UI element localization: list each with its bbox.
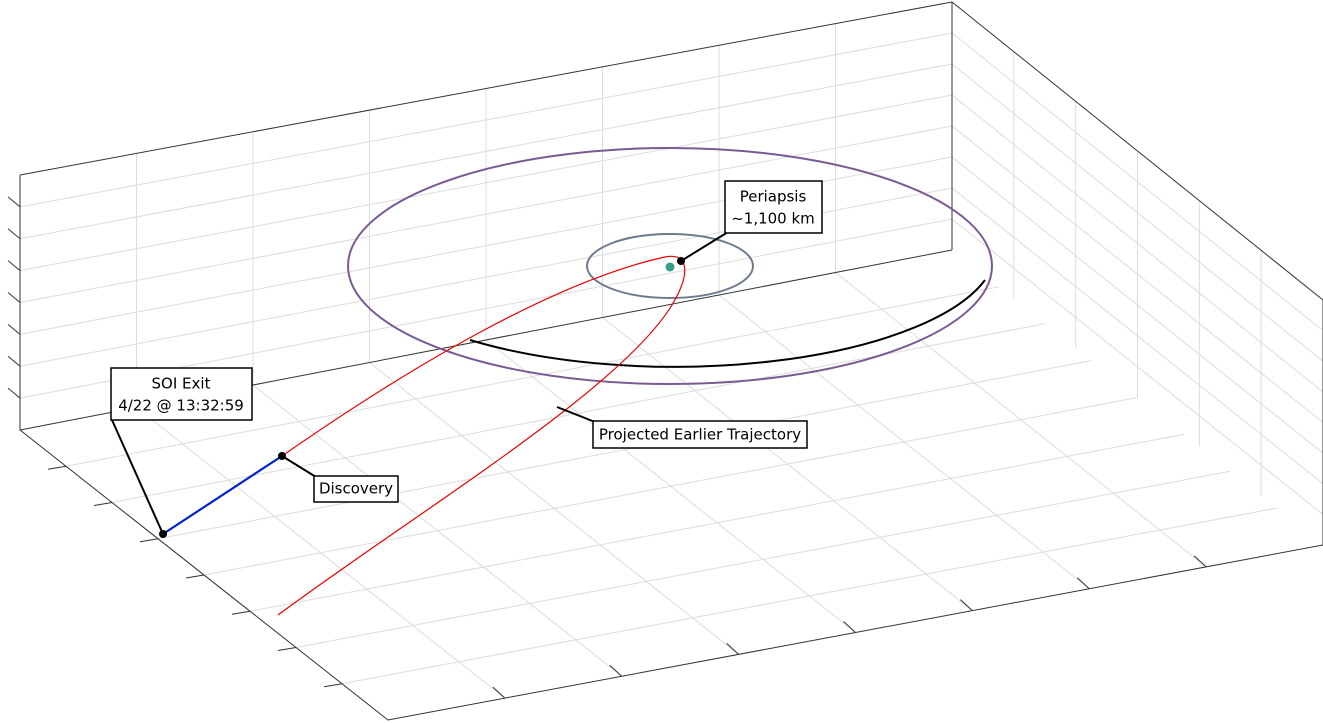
grid-line (157, 360, 1092, 540)
tick-mark (7, 292, 21, 303)
tick-mark (609, 664, 623, 677)
observed-segment (162, 455, 283, 535)
orbit-front (469, 279, 986, 368)
grid-line (951, 187, 1323, 485)
grid-line (341, 507, 1277, 685)
grid-line (951, 125, 1323, 423)
label-text: Projected Earlier Trajectory (599, 426, 801, 444)
label-box (592, 420, 808, 449)
tick-mark (7, 355, 21, 367)
trajectory (277, 255, 686, 616)
tick-mark (139, 538, 159, 543)
label-text: Discovery (319, 480, 393, 498)
tick-mark (7, 228, 21, 240)
tick-mark (277, 647, 297, 651)
outer-orbit (347, 147, 993, 385)
grid-line (203, 397, 1138, 576)
grid-line (65, 286, 999, 467)
tick-mark (93, 502, 113, 506)
tick-mark (960, 599, 973, 611)
tick-mark (843, 621, 856, 633)
tick-mark (231, 610, 251, 615)
tick-mark (7, 260, 21, 272)
label-text: 4/22 @ 13:32:59 (118, 397, 244, 415)
grid-line (951, 156, 1323, 454)
grid-line (19, 94, 953, 272)
tick-mark (7, 323, 21, 335)
soi-exit-point (159, 530, 167, 538)
tick-mark (185, 574, 205, 579)
grid-line (951, 63, 1323, 362)
label-box (724, 180, 823, 234)
leader-line (111, 419, 164, 535)
leader-line (281, 455, 317, 478)
label-text: ~1,100 km (731, 210, 815, 228)
tick-mark (1193, 555, 1207, 568)
label-box (110, 367, 253, 421)
axes-grid (19, 23, 1323, 699)
axis-edge (951, 1, 1323, 301)
leader-line (680, 231, 729, 262)
tick-mark (7, 387, 21, 399)
tick-mark (1076, 577, 1090, 590)
tick-mark (323, 683, 343, 688)
grid-line (19, 125, 953, 303)
tick-mark (726, 643, 739, 655)
grid-line (249, 433, 1184, 612)
grid-line (295, 470, 1231, 648)
tick-mark (492, 686, 506, 699)
leader-line (556, 406, 596, 423)
grid-line (19, 32, 953, 208)
grid-line (951, 218, 1323, 515)
tick-mark (47, 465, 67, 470)
body (665, 262, 675, 272)
label-text: Periapsis (740, 188, 807, 206)
grid-line (951, 94, 1323, 393)
inner-orbit (586, 233, 754, 299)
periapsis-point (677, 257, 685, 265)
tick-mark (7, 196, 21, 208)
axis-ticks (7, 196, 1207, 699)
grid-line (951, 32, 1323, 332)
label-box (313, 475, 399, 503)
label-text: SOI Exit (152, 375, 211, 393)
grid-line (111, 323, 1045, 503)
axis-edge (19, 1, 953, 176)
grid-line (19, 63, 953, 240)
discovery-point (278, 452, 286, 460)
